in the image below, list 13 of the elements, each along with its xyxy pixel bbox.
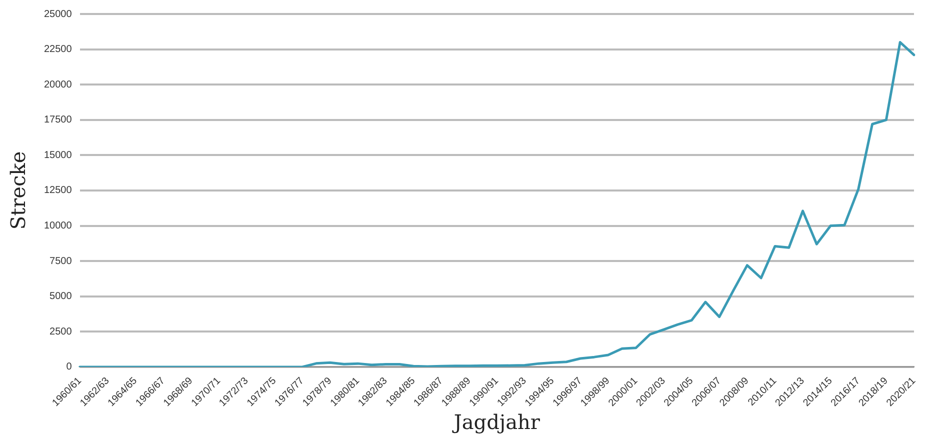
y-tick-label: 22500 <box>44 44 72 56</box>
y-tick-label: 17500 <box>44 114 72 126</box>
y-tick-label: 10000 <box>44 220 72 232</box>
y-tick-label: 5000 <box>50 291 72 302</box>
y-tick-label: 15000 <box>44 150 72 161</box>
y-tick-label: 25000 <box>44 8 72 20</box>
y-tick-label: 0 <box>66 362 72 373</box>
x-axis-title: Jagdjahr <box>452 410 540 434</box>
y-tick-label: 20000 <box>44 79 72 90</box>
y-tick-label: 2500 <box>50 326 72 338</box>
y-tick-label: 12500 <box>44 185 72 196</box>
y-tick-label: 7500 <box>50 256 72 267</box>
y-axis-title: Strecke <box>6 151 30 230</box>
